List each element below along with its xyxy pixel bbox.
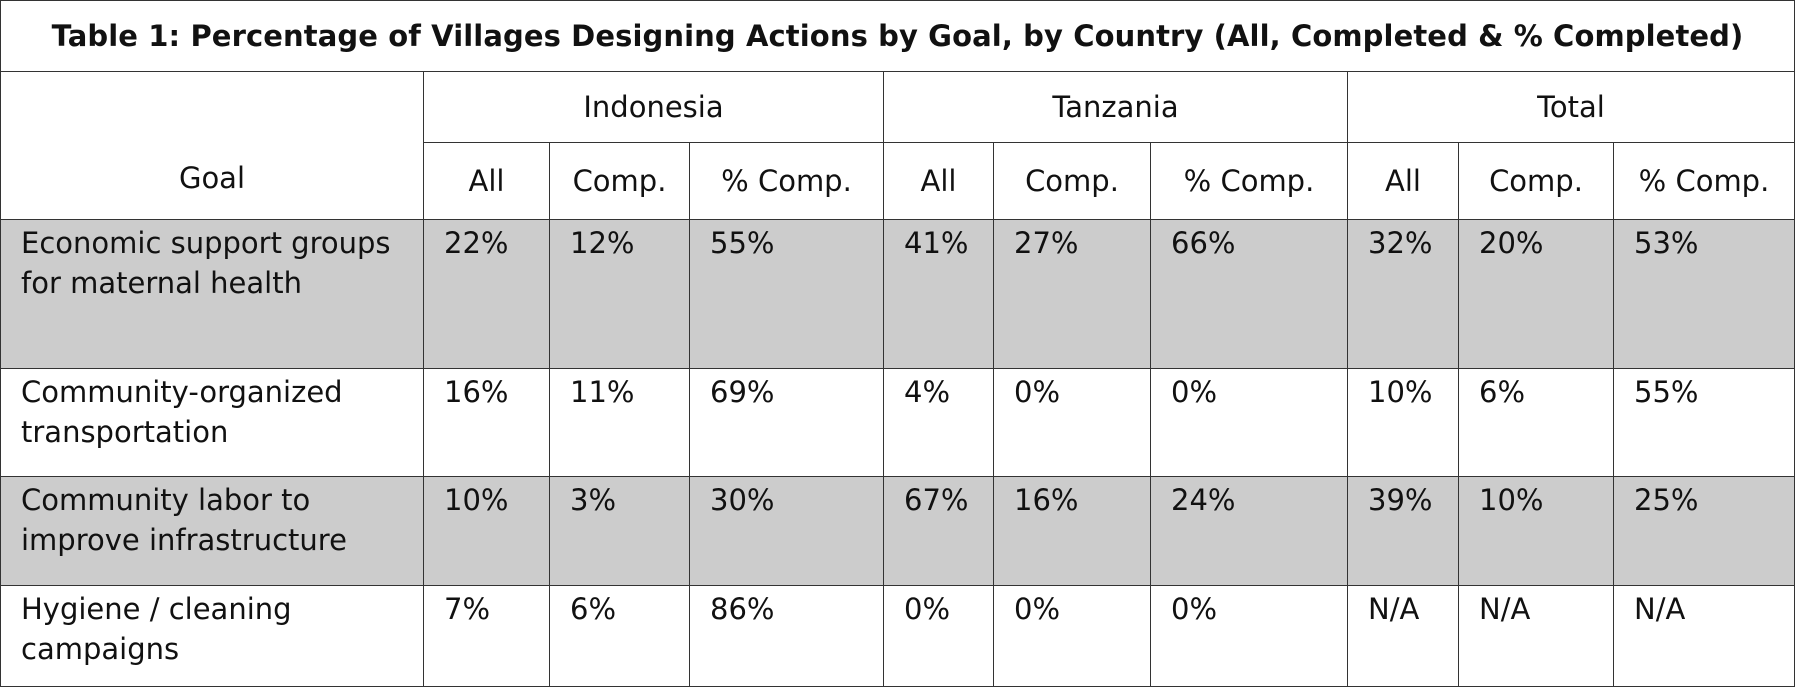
value-cell: 41% [883,219,994,369]
value-cell: 25% [1613,476,1795,586]
goal-cell: Community labor to improve infrastructur… [0,476,424,586]
value-cell: 39% [1347,476,1459,586]
value-cell: 12% [549,219,690,369]
value-cell: N/A [1458,584,1614,688]
subheader-tanzania-all: All [883,142,994,220]
value-cell: 10% [423,476,550,586]
country-header-tanzania: Tanzania [883,71,1348,143]
value-cell: 6% [1458,367,1614,478]
table-row: Economic support groups for maternal hea… [0,219,1795,369]
subheader-total-comp: Comp. [1458,142,1614,220]
value-cell: 6% [549,584,690,688]
value-cell: 53% [1613,219,1795,369]
table-row: Hygiene / cleaning campaigns 7% 6% 86% 0… [0,584,1795,688]
goal-cell: Hygiene / cleaning campaigns [0,584,424,688]
value-cell: 16% [423,367,550,478]
subheader-indonesia-comp: Comp. [549,142,690,220]
value-cell: 4% [883,367,994,478]
subheader-tanzania-comp: Comp. [993,142,1151,220]
value-cell: 27% [993,219,1151,369]
value-cell: 30% [689,476,884,586]
subheader-indonesia-all: All [423,142,550,220]
value-cell: 0% [883,584,994,688]
value-cell: 0% [1150,367,1348,478]
value-cell: 16% [993,476,1151,586]
value-cell: 55% [1613,367,1795,478]
value-cell: 11% [549,367,690,478]
goal-header: Goal [0,71,424,220]
value-cell: 0% [993,584,1151,688]
value-cell: 0% [1150,584,1348,688]
value-cell: 86% [689,584,884,688]
country-header-indonesia: Indonesia [423,71,884,143]
goal-cell: Economic support groups for maternal hea… [0,219,424,369]
subheader-total-pct-comp: % Comp. [1613,142,1795,220]
value-cell: 0% [993,367,1151,478]
table-title: Table 1: Percentage of Villages Designin… [0,0,1795,72]
table-row: Community labor to improve infrastructur… [0,476,1795,586]
value-cell: 7% [423,584,550,688]
country-header-total: Total [1347,71,1795,143]
value-cell: 67% [883,476,994,586]
value-cell: 66% [1150,219,1348,369]
value-cell: 24% [1150,476,1348,586]
goal-cell: Community-organized transportation [0,367,424,478]
value-cell: 20% [1458,219,1614,369]
value-cell: 55% [689,219,884,369]
value-cell: 22% [423,219,550,369]
subheader-total-all: All [1347,142,1459,220]
value-cell: 69% [689,367,884,478]
value-cell: N/A [1613,584,1795,688]
subheader-indonesia-pct-comp: % Comp. [689,142,884,220]
value-cell: 32% [1347,219,1459,369]
subheader-tanzania-pct-comp: % Comp. [1150,142,1348,220]
value-cell: N/A [1347,584,1459,688]
value-cell: 10% [1347,367,1459,478]
value-cell: 10% [1458,476,1614,586]
value-cell: 3% [549,476,690,586]
table-row: Community-organized transportation 16% 1… [0,367,1795,478]
